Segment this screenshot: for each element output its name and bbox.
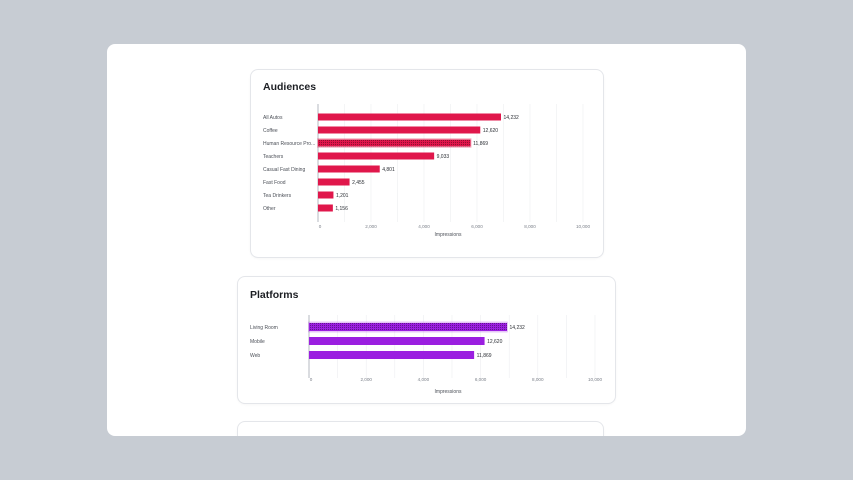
category-label: Human Resource Pro...	[263, 141, 315, 147]
platforms-chart: Living Room 14,232 Mobile 12,620 Web 11,869 0 2…	[250, 315, 602, 395]
category-label: Mobile	[250, 339, 265, 345]
dashboard-panel: Audiences All Autos 14,232 Coffee 12,620 Hum…	[107, 44, 746, 436]
bar[interactable]	[318, 178, 350, 186]
category-label: Casual Fast Dining	[263, 167, 305, 173]
bar[interactable]	[309, 323, 507, 331]
tick-label: 2,000	[360, 377, 372, 382]
platforms-title: Platforms	[250, 289, 299, 301]
tick-label: 0	[319, 224, 322, 229]
value-label: 12,620	[483, 128, 499, 134]
category-label: Living Room	[250, 325, 278, 331]
category-label: Web	[250, 353, 260, 359]
tick-label: 10,000	[576, 224, 590, 229]
value-label: 4,801	[382, 167, 395, 173]
tick-label: 8,000	[524, 224, 536, 229]
category-label: Tea Drinkers	[263, 193, 292, 199]
category-label: Coffee	[263, 128, 278, 134]
bar[interactable]	[318, 139, 471, 147]
tick-label: 6,000	[475, 377, 487, 382]
bar[interactable]	[318, 165, 380, 173]
value-label: 14,232	[504, 115, 520, 121]
value-label: 1,201	[336, 193, 349, 199]
bar[interactable]	[309, 337, 485, 345]
value-label: 1,156	[335, 206, 348, 212]
value-label: 12,620	[487, 339, 503, 345]
x-axis-title: Impressions	[435, 232, 462, 238]
tick-label: 6,000	[471, 224, 483, 229]
bar[interactable]	[318, 152, 435, 160]
tick-label: 10,000	[588, 377, 602, 382]
category-label: Teachers	[263, 154, 284, 160]
value-label: 11,869	[477, 353, 492, 359]
bar[interactable]	[318, 204, 333, 212]
platforms-card: Platforms Living Room 14,232 Mobile 12,620 W…	[237, 276, 616, 404]
tick-label: 4,000	[418, 224, 430, 229]
audiences-card: Audiences All Autos 14,232 Coffee 12,620 Hum…	[250, 69, 604, 258]
tick-label: 8,000	[532, 377, 544, 382]
tick-label: 0	[310, 377, 313, 382]
bar[interactable]	[309, 351, 475, 359]
category-label: All Autos	[263, 115, 283, 121]
x-axis-title: Impressions	[435, 389, 462, 395]
value-label: 2,455	[352, 180, 365, 186]
bar[interactable]	[318, 191, 334, 199]
category-label: Other	[263, 206, 276, 212]
value-label: 11,869	[473, 141, 488, 147]
audiences-chart: All Autos 14,232 Coffee 12,620 Human Resourc…	[263, 104, 590, 238]
audiences-title: Audiences	[263, 81, 317, 93]
tick-label: 4,000	[418, 377, 430, 382]
value-label: 9,033	[437, 154, 450, 160]
bar[interactable]	[318, 126, 481, 134]
bar[interactable]	[318, 113, 501, 121]
value-label: 14,232	[510, 325, 526, 331]
tick-label: 2,000	[365, 224, 377, 229]
category-label: Fast Food	[263, 180, 286, 186]
next-card	[237, 421, 604, 436]
